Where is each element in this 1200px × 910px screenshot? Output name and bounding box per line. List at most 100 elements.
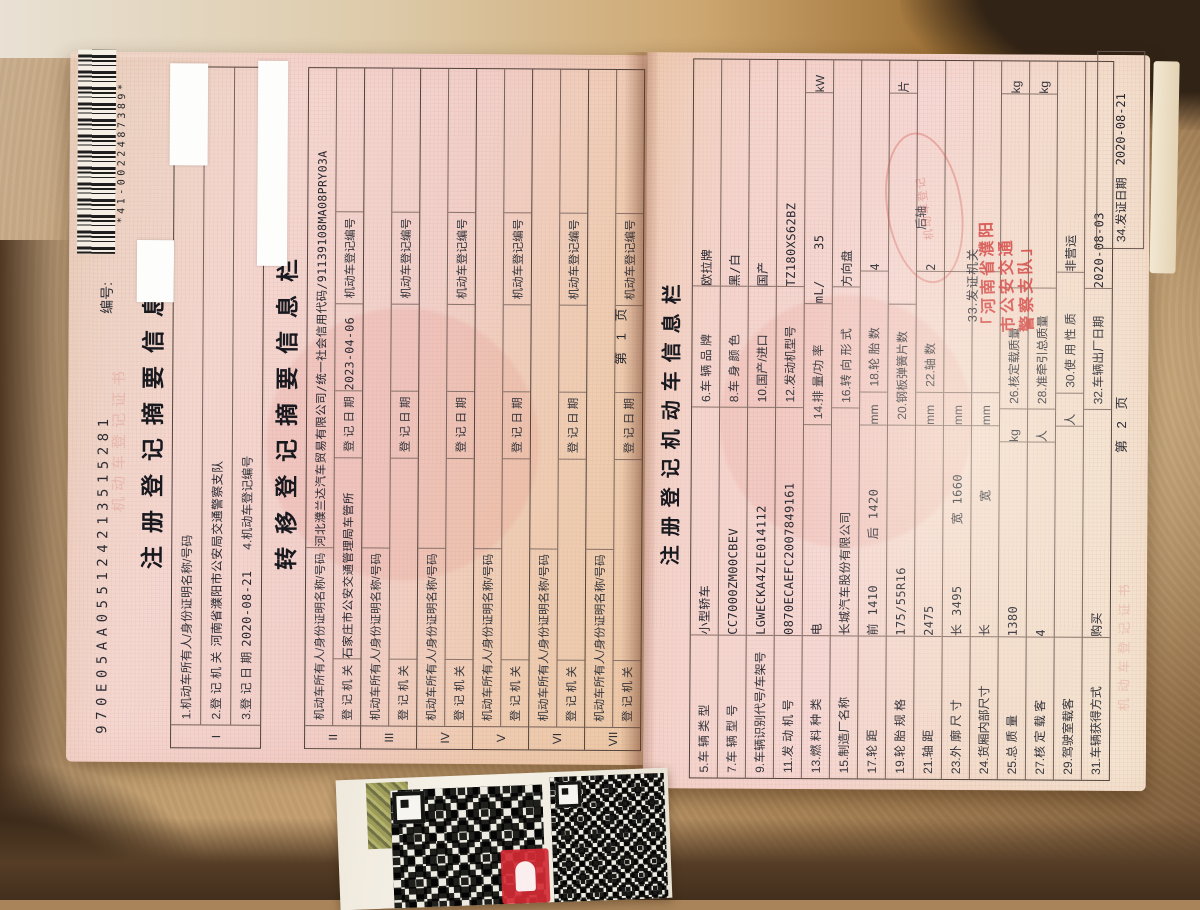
- field-value: 小型轿车: [690, 407, 720, 636]
- date-label: 登 记 日 期: [334, 391, 363, 458]
- vehicle-info-row: 9.车辆识别代号/车架号 LGWECKA4ZLE014112 10.国产/进口 …: [744, 59, 778, 778]
- field-value: [1054, 426, 1083, 638]
- field-label: 12.发动机型号: [776, 287, 804, 409]
- organ-row: 2.登 记 机 关 河南省濮阳市公安局交通警察支队: [200, 67, 235, 725]
- field-label: 21.轴 距: [920, 729, 936, 774]
- date-value: [503, 305, 531, 393]
- field-label: 29.驾驶室载客: [1060, 697, 1076, 775]
- entry-roman-numeral: I: [171, 724, 261, 748]
- field-value: 前 1410 后 1420: [858, 425, 887, 637]
- organ-value: 石家庄市公安交通管理局车管所: [333, 457, 362, 660]
- entry-roman-numeral: II: [305, 725, 361, 749]
- transfer-entry: IV 机动车所有人/身份证明名称/号码 登 记 机 关 登 记 日 期 机动车登…: [416, 68, 477, 750]
- field-label: 14.排 量/功 率: [803, 304, 832, 426]
- field-unit: 片: [890, 60, 918, 94]
- field-unit: 人: [1055, 393, 1084, 427]
- owner-label: 机动车所有人/身份证明名称/号码: [425, 553, 439, 721]
- seal-line: 警察支队」: [1016, 236, 1037, 333]
- owner-value: [418, 68, 449, 549]
- field-unit: mm: [943, 392, 972, 427]
- owner-label: 机动车所有人/身份证明名称/号码: [313, 552, 327, 721]
- field-label: 8.车 身 颜 色: [720, 287, 748, 409]
- owner-value: 河北濮兰达汽车贸易有限公司/统一社会信用代码/91139108MA08PRY03…: [306, 68, 337, 548]
- field-label: 18.轮 胎 数: [860, 271, 888, 393]
- field-value: 0870ECAEFC2007849161: [774, 408, 804, 637]
- organ-date-regno-row: 登 记 机 关 登 记 日 期 机动车登记编号: [444, 68, 477, 727]
- field-label: 24.货厢内部尺寸: [976, 685, 992, 775]
- page2-footer: 第 2 页: [1113, 392, 1130, 454]
- regno-label: 机动车登记编号: [503, 213, 532, 306]
- organ-value: [501, 458, 530, 661]
- field-value: 长 3495 宽 1660 高 1560: [942, 425, 971, 638]
- owner-label: 机动车所有人/身份证明名称/号码: [537, 554, 551, 722]
- page-1-summary: 970E05AA055124213515281 编号: *41-00224873…: [65, 49, 648, 766]
- organ-value: 河南省濮阳市公安局交通警察支队: [209, 460, 225, 647]
- field-unit: kW: [806, 60, 834, 94]
- issue-date-box: 34.发证日期 2020-08-21: [1096, 50, 1146, 250]
- organ-date-regno-row: 登 记 机 关 石家庄市公安交通管理局车管所 登 记 日 期 2023-04-0…: [332, 68, 365, 726]
- vehicle-info-row: 15.制造厂名称 长城汽车股份有限公司 16.转 向 形 式 方向盘: [828, 60, 862, 779]
- registration-entry-table: I 1.机动车所有人/身份证明名称/号码 2.登 记 机 关 河南省濮阳市公安局…: [170, 66, 266, 749]
- field-value: 购买: [1082, 410, 1112, 638]
- owner-value: [362, 68, 393, 549]
- owner-value: [474, 69, 505, 549]
- date-value: 2023-04-06: [335, 304, 363, 392]
- field-unit: kg: [999, 409, 1028, 443]
- field-label: 31.车辆获得方式: [1088, 686, 1104, 775]
- field-value: 4: [1026, 442, 1055, 638]
- regno-label: 机动车登记编号: [335, 212, 364, 305]
- vehicle-info-row: 11.发 动 机 号 0870ECAEFC2007849161 12.发动机型号…: [772, 59, 806, 779]
- owner-label: 机动车所有人/身份证明名称/号码: [593, 554, 607, 722]
- field-label: 17.轮 距: [864, 729, 880, 774]
- ghost-watermark: 机动车登记证书: [110, 364, 129, 512]
- date-label: 登 记 日 期: [558, 392, 587, 460]
- owner-row: 1.机动车所有人/身份证明名称/号码: [171, 67, 204, 724]
- field-value: TZ180XS62BZ: [776, 59, 806, 288]
- organ-label: 登 记 机 关: [509, 665, 523, 722]
- vehicle-info-row: 29.驾驶室载客 人 30.使 用 性 质 非营运: [1052, 61, 1086, 780]
- regno-value: [336, 68, 365, 213]
- field-label: 23.外 廓 尺 寸: [948, 699, 964, 775]
- date-label: 3.登 记 日 期: [239, 651, 254, 720]
- field-value: 1380: [998, 442, 1027, 638]
- organ-label: 2.登 记 机 关: [209, 651, 224, 720]
- qr-finder-icon: [555, 781, 582, 808]
- qr-code-right: [549, 772, 669, 903]
- underlying-page-edge: [1149, 61, 1180, 274]
- field-value: mL/ 35: [804, 93, 834, 305]
- field-unit: mm: [971, 393, 1000, 427]
- field-value: 方向盘: [832, 60, 862, 288]
- page-2-vehicle-info: 注册登记机动车信息栏 5.车 辆 类 型 小型轿车 6.车 辆 品 牌 欧拉牌 …: [642, 50, 1151, 792]
- entry-roman-numeral: III: [361, 725, 417, 749]
- date-label: 登 记 日 期: [446, 391, 475, 459]
- owner-row: 机动车所有人/身份证明名称/号码: [473, 69, 505, 726]
- transfer-entries-table: II 机动车所有人/身份证明名称/号码 河北濮兰达汽车贸易有限公司/统一社会信用…: [304, 67, 646, 752]
- field-label: 19.轮 胎 规 格: [892, 698, 908, 774]
- qr-finder-icon: [392, 791, 426, 825]
- field-unit: mm: [915, 392, 944, 426]
- field-value: 黑/白: [720, 59, 750, 288]
- field-unit: mm: [859, 392, 888, 426]
- owner-label: 机动车所有人/身份证明名称/号码: [481, 553, 495, 722]
- field-label: 9.车辆识别代号/车架号: [752, 651, 768, 773]
- date-value: [391, 304, 419, 392]
- entry-roman-numeral: V: [473, 726, 529, 750]
- regno-label: 4.机动车登记编号: [240, 455, 255, 550]
- date-value: [447, 304, 475, 393]
- field-value: 电: [802, 425, 831, 637]
- transfer-entry: VI 机动车所有人/身份证明名称/号码 登 记 机 关 登 记 日 期 机动车登…: [528, 69, 589, 750]
- owner-label: 1.机动车所有人/身份证明名称/号码: [179, 534, 195, 720]
- organ-date-regno-row: 登 记 机 关 登 记 日 期 机动车登记编号: [500, 69, 533, 727]
- vehicle-info-title: 注册登记机动车信息栏: [660, 275, 684, 566]
- transfer-entry: III 机动车所有人/身份证明名称/号码 登 记 机 关 登 记 日 期 机动车…: [360, 68, 421, 749]
- field-value: 长城汽车股份有限公司: [830, 408, 860, 637]
- field-label: 32.车辆出厂日期: [1084, 289, 1112, 411]
- field-value: CC7000ZM00CBEV: [718, 408, 748, 636]
- field-value: 2475: [914, 425, 943, 637]
- organ-value: [445, 458, 474, 661]
- registration-summary-title: 注册登记摘要信息栏: [140, 245, 168, 570]
- organ-date-regno-row: 登 记 机 关 登 记 日 期 机动车登记编号: [556, 69, 589, 727]
- transfer-entries: II 机动车所有人/身份证明名称/号码 河北濮兰达汽车贸易有限公司/统一社会信用…: [305, 68, 645, 751]
- organ-date-regno-row: 登 记 机 关 登 记 日 期 机动车登记编号: [388, 68, 421, 726]
